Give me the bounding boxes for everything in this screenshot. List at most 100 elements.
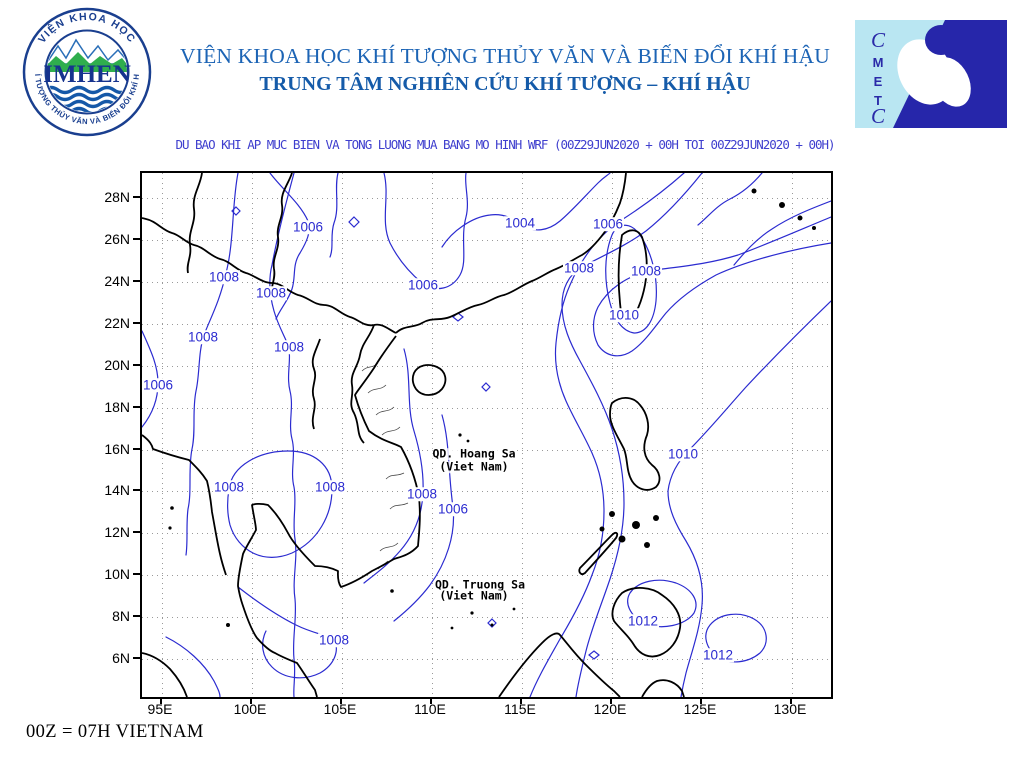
- coastlines: [142, 173, 685, 697]
- timezone-note: 00Z = 07H VIETNAM: [26, 722, 204, 742]
- x-axis-label: 130E: [773, 701, 807, 717]
- y-axis-label: 14N: [104, 482, 130, 498]
- svg-text:M: M: [873, 55, 884, 70]
- y-axis-label: 10N: [104, 566, 130, 582]
- x-axis-tick: [430, 697, 432, 704]
- imhen-wordmark: IMHEN: [43, 61, 131, 88]
- gridline-vertical: [792, 173, 793, 697]
- province-borders: [361, 362, 409, 570]
- y-axis-tick: [133, 573, 140, 575]
- y-axis-label: 16N: [104, 441, 130, 457]
- isobar-label: 1006: [141, 377, 175, 393]
- x-axis-tick: [700, 697, 702, 704]
- x-axis-tick: [790, 697, 792, 704]
- y-axis-tick: [133, 196, 140, 198]
- y-axis-label: 26N: [104, 231, 130, 247]
- gridline-vertical: [162, 173, 163, 697]
- y-axis-label: 6N: [112, 650, 130, 666]
- y-axis-label: 24N: [104, 273, 130, 289]
- x-axis-label: 110E: [414, 701, 446, 717]
- x-axis-label: 115E: [504, 701, 536, 717]
- x-axis-tick: [160, 697, 162, 704]
- y-axis-label: 8N: [112, 608, 130, 624]
- y-axis-tick: [133, 238, 140, 240]
- gridline-vertical: [252, 173, 253, 697]
- x-axis-tick: [250, 697, 252, 704]
- x-axis-label: 120E: [593, 701, 627, 717]
- y-axis-tick: [133, 657, 140, 659]
- y-axis-tick: [133, 322, 140, 324]
- y-axis-tick: [133, 489, 140, 491]
- gridline-horizontal: [142, 575, 831, 576]
- gridline-horizontal: [142, 366, 831, 367]
- isobar-label: 1004: [503, 215, 537, 231]
- svg-text:T: T: [874, 93, 882, 108]
- cmetc-s-shape-lower: [931, 57, 971, 107]
- y-axis-tick: [133, 406, 140, 408]
- x-axis-label: 95E: [147, 701, 173, 717]
- cmetc-logo: C M E T C: [855, 20, 1007, 128]
- small-islands: [168, 188, 816, 630]
- isobar-label: 1008: [212, 479, 246, 495]
- y-axis-tick: [133, 615, 140, 617]
- y-axis-label: 18N: [104, 399, 130, 415]
- cmetc-letters: C M E T C: [871, 28, 886, 128]
- gridline-horizontal: [142, 240, 831, 241]
- y-axis-tick: [133, 448, 140, 450]
- map-canvas: [142, 173, 831, 697]
- y-axis-tick: [133, 280, 140, 282]
- isobar-label: 1008: [317, 632, 351, 648]
- x-axis-label: 105E: [323, 701, 357, 717]
- isobar-label: 1010: [666, 446, 700, 462]
- isobar-label: 1008: [562, 260, 596, 276]
- cmetc-logo-graphic: C M E T C: [855, 20, 1007, 128]
- isobar-label: 1006: [436, 501, 470, 517]
- x-axis-tick: [520, 697, 522, 704]
- isobar-label: 1008: [629, 263, 663, 279]
- isobar-label: 1006: [291, 219, 325, 235]
- x-axis-label: 100E: [233, 701, 267, 717]
- imhen-front-mountains: [47, 52, 127, 72]
- y-axis-tick: [133, 364, 140, 366]
- isobar-label: 1008: [254, 285, 288, 301]
- y-axis-label: 28N: [104, 189, 130, 205]
- gridline-vertical: [522, 173, 523, 697]
- isobar-label: 1008: [272, 339, 306, 355]
- gridline-horizontal: [142, 408, 831, 409]
- imhen-back-mountains: [47, 38, 127, 65]
- pressure-map: 1006 1004 1006 1008 1008 1006 1008 1008 1010 1008…: [140, 171, 833, 699]
- gridline-horizontal: [142, 198, 831, 199]
- gridline-horizontal: [142, 324, 831, 325]
- svg-text:C: C: [871, 28, 886, 52]
- island-annotation: QD. Hoang Sa: [432, 446, 516, 461]
- gridline-vertical: [342, 173, 343, 697]
- isobar-contours: [142, 173, 831, 697]
- cmetc-s-notch: [925, 25, 957, 55]
- model-run-subtitle: DU BAO KHI AP MUC BIEN VA TONG LUONG MUA…: [175, 137, 835, 152]
- gridline-horizontal: [142, 533, 831, 534]
- isobar-label: 1012: [701, 647, 735, 663]
- x-axis-tick: [610, 697, 612, 704]
- y-axis-tick: [133, 531, 140, 533]
- isobar-label: 1008: [207, 269, 241, 285]
- svg-text:C: C: [871, 104, 886, 128]
- svg-text:E: E: [874, 74, 883, 89]
- institute-title: VIỆN KHOA HỌC KHÍ TƯỢNG THỦY VĂN VÀ BIẾN…: [180, 44, 830, 68]
- gridline-horizontal: [142, 491, 831, 492]
- imhen-logo-graphic: IMHEN VIỆN KHOA HỌC KHÍ TƯỢNG THỦY VĂN V…: [15, 0, 152, 137]
- x-axis-tick: [340, 697, 342, 704]
- isobar-label: 1006: [591, 216, 625, 232]
- gridline-vertical: [432, 173, 433, 697]
- isobar-label: 1012: [626, 613, 660, 629]
- header: VIỆN KHOA HỌC KHÍ TƯỢNG THỦY VĂN VÀ BIẾN…: [165, 44, 845, 96]
- isobar-label: 1008: [186, 329, 220, 345]
- gridline-horizontal: [142, 282, 831, 283]
- island-annotation: QD. Truong Sa: [434, 577, 526, 592]
- x-axis-label: 125E: [683, 701, 717, 717]
- gridline-horizontal: [142, 617, 831, 618]
- gridline-vertical: [612, 173, 613, 697]
- y-axis-label: 12N: [104, 524, 130, 540]
- y-axis-label: 22N: [104, 315, 130, 331]
- y-axis-label: 20N: [104, 357, 130, 373]
